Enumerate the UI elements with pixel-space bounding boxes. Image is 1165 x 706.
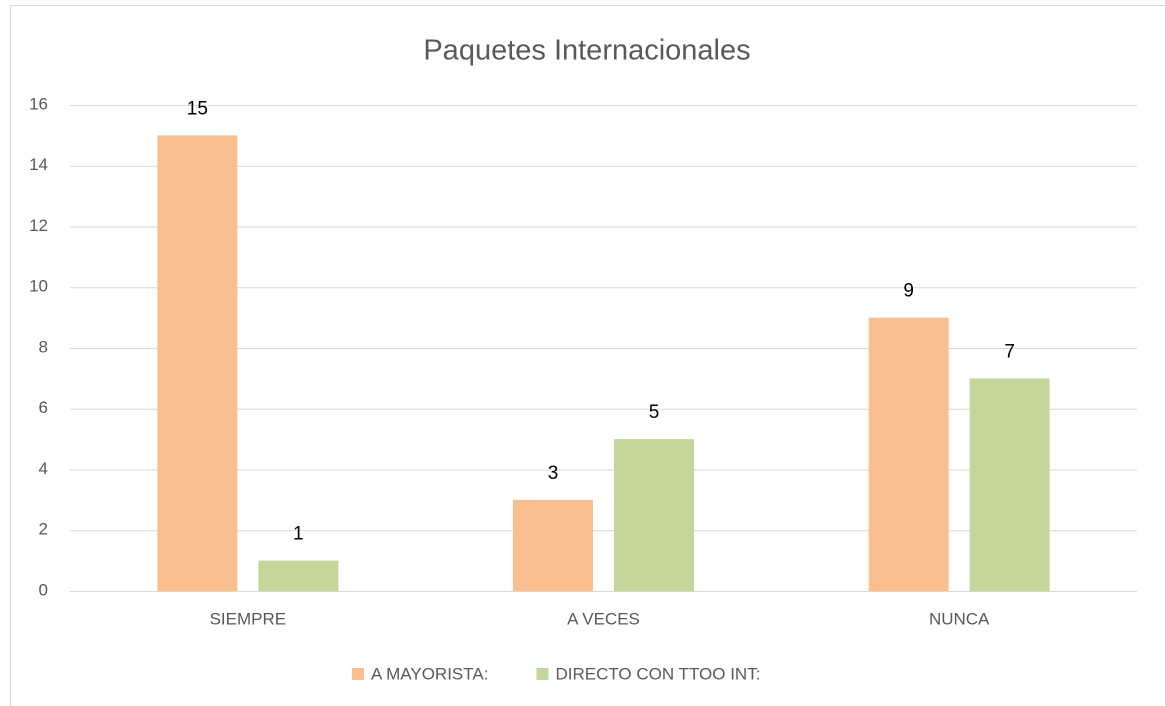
data-label: 15: [187, 98, 208, 119]
bar: [614, 439, 694, 591]
bar: [969, 378, 1050, 591]
bar: [258, 560, 339, 591]
bar: [513, 499, 593, 591]
legend-label: DIRECTO CON TTOO INT:: [555, 664, 760, 683]
data-label: 7: [1004, 341, 1015, 362]
data-label: 3: [548, 463, 559, 484]
legend-label: A MAYORISTA:: [371, 664, 488, 683]
bar: [157, 135, 238, 591]
x-tick-label: NUNCA: [929, 609, 990, 628]
y-tick-label: 10: [29, 277, 48, 296]
y-tick-label: 4: [39, 459, 48, 478]
bar: [868, 317, 949, 591]
data-label: 5: [649, 402, 660, 423]
data-label: 1: [293, 524, 304, 545]
y-tick-label: 2: [39, 520, 48, 539]
y-tick-label: 8: [39, 337, 48, 356]
data-label: 9: [903, 281, 914, 302]
y-tick-label: 14: [29, 155, 48, 174]
x-tick-label: A VECES: [567, 609, 640, 628]
y-tick-label: 16: [29, 94, 48, 113]
legend-swatch: [352, 668, 364, 680]
y-tick-label: 0: [39, 580, 48, 599]
legend-swatch: [536, 668, 549, 680]
y-tick-label: 6: [39, 398, 48, 417]
x-tick-label: SIEMPRE: [210, 609, 287, 628]
y-tick-label: 12: [29, 216, 48, 235]
chart-title: Paquetes Internacionales: [423, 35, 750, 67]
